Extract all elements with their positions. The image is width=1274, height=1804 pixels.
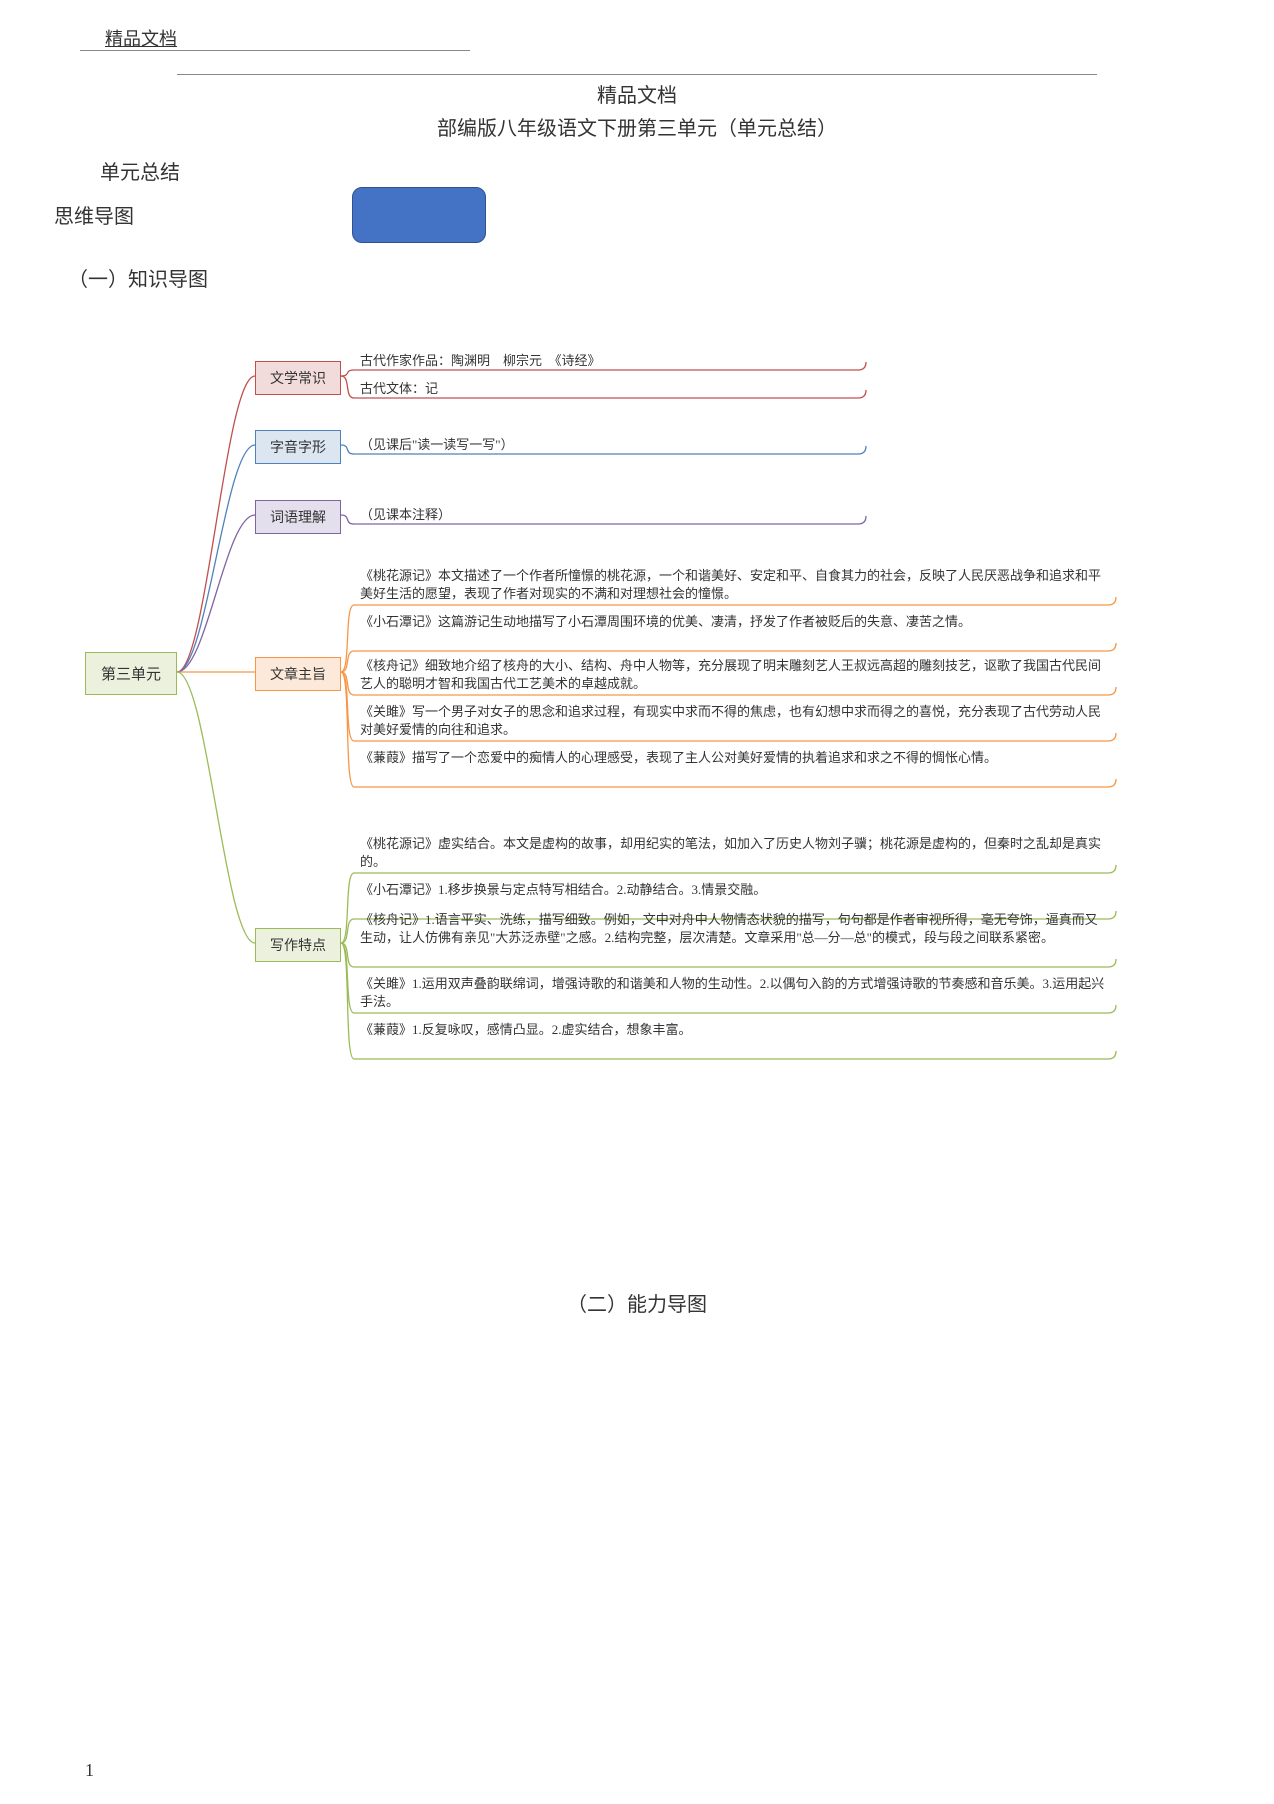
leaf-text: 《关雎》写一个男子对女子的思念和追求过程，有现实中求而不得的焦虑，也有幻想中求而… xyxy=(360,703,1110,739)
connector-lines xyxy=(85,345,1185,1135)
leaf-text: 《桃花源记》本文描述了一个作者所憧憬的桃花源，一个和谐美好、安定和平、自食其力的… xyxy=(360,567,1110,603)
branch-b4: 写作特点 xyxy=(255,928,341,962)
leaf-text: 古代文体：记 xyxy=(360,380,860,398)
title-block: 精品文档 部编版八年级语文下册第三单元（单元总结） xyxy=(0,74,1274,141)
leaf-text: （见课本注释） xyxy=(360,506,860,524)
leaf-text: 《核舟记》细致地介绍了核舟的大小、结构、舟中人物等，充分展现了明末雕刻艺人王叔远… xyxy=(360,657,1110,693)
para-mindmap: 思维导图 xyxy=(54,200,134,229)
branch-b0: 文学常识 xyxy=(255,361,341,395)
leaf-text: 《小石潭记》这篇游记生动地描写了小石潭周围环境的优美、凄清，抒发了作者被贬后的失… xyxy=(360,613,1110,631)
leaf-text: 《关雎》1.运用双声叠韵联绵词，增强诗歌的和谐美和人物的生动性。2.以偶句入韵的… xyxy=(360,975,1110,1011)
leaf-text: 《蒹葭》1.反复咏叹，感情凸显。2.虚实结合，想象丰富。 xyxy=(360,1021,1110,1039)
para-section-1: （一）知识导图 xyxy=(68,263,208,292)
para-section-2: （二）能力导图 xyxy=(0,1288,1274,1317)
title-rule xyxy=(177,74,1097,75)
header-label: 精品文档 xyxy=(105,25,177,51)
blue-box xyxy=(352,187,486,243)
mindmap-root: 第三单元 xyxy=(85,652,177,695)
branch-b3: 文章主旨 xyxy=(255,657,341,691)
header-rule xyxy=(80,50,470,51)
mindmap: 第三单元 文学常识 古代作家作品：陶渊明 柳宗元 《诗经》古代文体：记字音字形 （见课… xyxy=(85,345,1185,1135)
leaf-text: 《蒹葭》描写了一个恋爱中的痴情人的心理感受，表现了主人公对美好爱情的执着追求和求… xyxy=(360,749,1110,767)
para-unit-summary: 单元总结 xyxy=(100,156,180,185)
leaf-text: （见课后"读一读写一写"） xyxy=(360,436,860,454)
leaf-text: 《核舟记》1.语言平实、洗练，描写细致。例如，文中对舟中人物情态状貌的描写，句句… xyxy=(360,911,1110,947)
leaf-text: 《小石潭记》1.移步换景与定点特写相结合。2.动静结合。3.情景交融。 xyxy=(360,881,1110,899)
page-number: 1 xyxy=(85,1760,94,1774)
title-line1: 精品文档 xyxy=(0,79,1274,108)
leaf-text: 《桃花源记》虚实结合。本文是虚构的故事，却用纪实的笔法，如加入了历史人物刘子骥；… xyxy=(360,835,1110,871)
branch-b1: 字音字形 xyxy=(255,430,341,464)
title-line2: 部编版八年级语文下册第三单元（单元总结） xyxy=(0,112,1274,141)
branch-b2: 词语理解 xyxy=(255,500,341,534)
leaf-text: 古代作家作品：陶渊明 柳宗元 《诗经》 xyxy=(360,352,860,370)
